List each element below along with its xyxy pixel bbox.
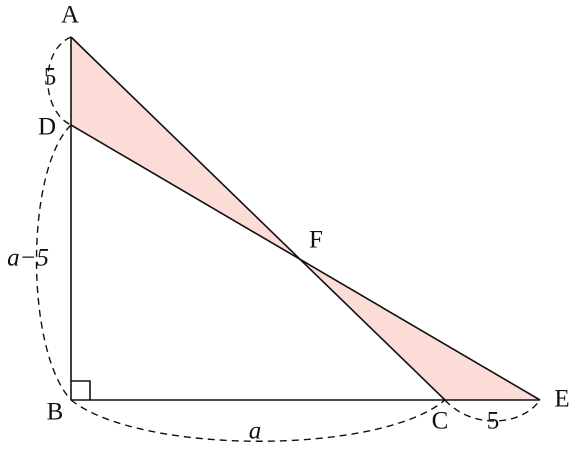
- measure-label: 5: [44, 64, 57, 91]
- measure-label: a: [249, 418, 262, 445]
- segment-de: [70, 124, 541, 401]
- dimension-bc: [70, 399, 446, 442]
- dimension-ad: [47, 36, 72, 126]
- segment-ac: [70, 36, 446, 401]
- dimension-db: [35, 124, 72, 401]
- measure-label: 5: [487, 408, 500, 435]
- point-label: A: [61, 2, 79, 29]
- measure-label: a−5: [7, 245, 49, 272]
- dimension-ce: [444, 399, 541, 422]
- point-label: F: [309, 227, 323, 254]
- point-label: E: [554, 386, 569, 413]
- point-label: D: [38, 114, 56, 141]
- point-label: B: [47, 399, 64, 426]
- point-label: C: [432, 408, 449, 435]
- right-angle-mark: [71, 380, 91, 400]
